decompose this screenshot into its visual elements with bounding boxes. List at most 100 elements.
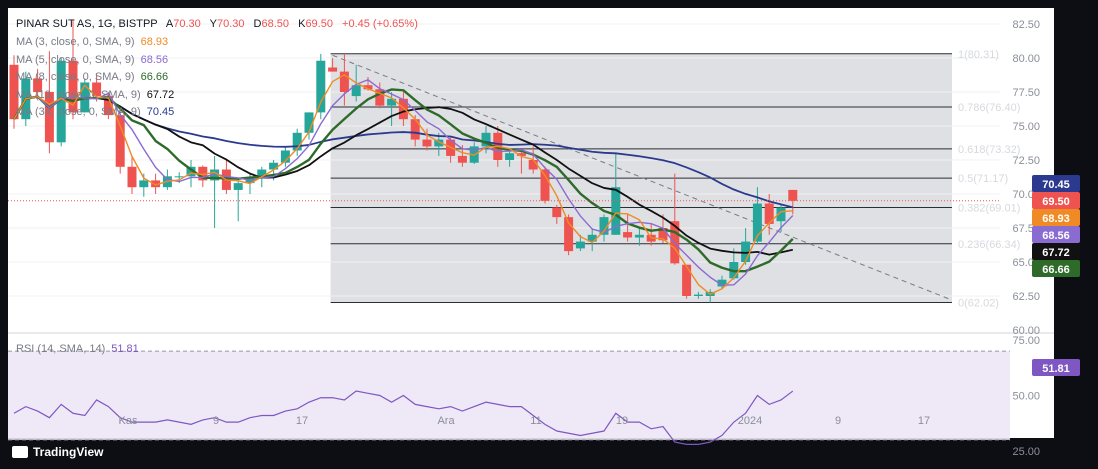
candle-body[interactable] (410, 119, 420, 140)
candle-body[interactable] (457, 155, 467, 163)
time-axis[interactable]: Kas 9 17 Ara 11 19 2024 9 17 (119, 415, 931, 427)
candle-body[interactable] (257, 169, 267, 178)
candle-body[interactable] (115, 115, 125, 167)
candle-body[interactable] (693, 294, 703, 296)
price-tag-label: 69.50 (1042, 196, 1070, 208)
candle-body[interactable] (127, 166, 137, 188)
candle-body[interactable] (328, 67, 338, 72)
candle-body[interactable] (481, 132, 491, 147)
candle-body[interactable] (92, 82, 102, 97)
candle-body[interactable] (316, 60, 326, 113)
candle-body[interactable] (776, 207, 786, 222)
price-tick-label: 80.00 (1012, 53, 1040, 65)
candle-body[interactable] (540, 169, 550, 201)
candle-body[interactable] (422, 139, 432, 147)
candle-body[interactable] (670, 221, 680, 264)
candle-body[interactable] (363, 85, 373, 90)
candle-body[interactable] (788, 189, 798, 201)
candle-body[interactable] (174, 176, 184, 178)
rsi-band (8, 351, 1010, 440)
candle-body[interactable] (599, 217, 609, 235)
candle-body[interactable] (564, 217, 574, 252)
price-tag (1032, 243, 1080, 260)
descending-trendline[interactable] (332, 54, 953, 301)
time-tick-label: 9 (835, 415, 841, 427)
price-tag (1032, 209, 1080, 226)
candle-body[interactable] (44, 92, 54, 143)
svg-text:MA (8, close, 0, SMA, 9)66.66: MA (8, close, 0, SMA, 9) 66.66 (16, 71, 168, 83)
candle-body[interactable] (198, 166, 208, 181)
price-tick-label: 82.50 (1012, 19, 1040, 31)
ma-legend-value: 66.66 (141, 71, 169, 83)
legend-close-key: K (298, 18, 306, 30)
price-tick-label: 72.50 (1012, 155, 1040, 167)
candle-body[interactable] (682, 264, 692, 296)
candle-body[interactable] (387, 98, 397, 106)
candle-body[interactable] (575, 241, 585, 249)
tradingview-logo[interactable]: TradingView (12, 445, 104, 459)
price-tag-label: 70.45 (1042, 179, 1070, 191)
time-tick-label: 9 (213, 415, 219, 427)
candle-body[interactable] (623, 232, 633, 238)
fib-level-label: 0(62.02) (958, 298, 999, 310)
fib-level-label: 1(80.31) (958, 49, 999, 61)
candle-body[interactable] (139, 180, 149, 188)
brand-text: TradingView (33, 445, 104, 459)
candle-body[interactable] (764, 203, 774, 224)
time-tick-label: 11 (530, 415, 541, 427)
candle-body[interactable] (9, 64, 19, 120)
fibonacci-labels: 1(80.31) 0.786(76.40) 0.618(73.32) 0.5(71.1… (958, 49, 1020, 310)
chart-grid (8, 23, 1000, 297)
candle-body[interactable] (528, 160, 538, 170)
ma-line (13, 79, 794, 286)
candle-body[interactable] (752, 203, 762, 242)
candle-body[interactable] (233, 183, 243, 190)
candle-body[interactable] (398, 98, 408, 120)
candle-body[interactable] (103, 96, 113, 116)
price-tag (1032, 226, 1080, 243)
candle-body[interactable] (717, 279, 727, 287)
candle-body[interactable] (151, 180, 161, 188)
candle-body[interactable] (634, 234, 644, 238)
candle-body[interactable] (658, 228, 668, 241)
ma-line (13, 74, 793, 295)
price-tag (1032, 175, 1080, 192)
rsi-legend-label: RSI (14, SMA, 14) (16, 343, 105, 355)
candle-body[interactable] (375, 89, 385, 106)
candle-body[interactable] (68, 60, 78, 113)
legend-change: +0.45 (+0.65%) (342, 18, 418, 30)
candle-body[interactable] (434, 139, 444, 147)
candle-body[interactable] (741, 241, 751, 262)
legend-open-key: A (166, 18, 174, 30)
price-tick-label: 75.00 (1012, 121, 1040, 133)
candle-body[interactable] (351, 85, 361, 97)
candle-body[interactable] (516, 153, 526, 156)
legend-high: 70.30 (217, 18, 245, 30)
candle-body[interactable] (304, 112, 314, 133)
candle-body[interactable] (611, 187, 621, 235)
candle-body[interactable] (280, 150, 290, 163)
time-tick-label: 19 (616, 415, 628, 427)
candle-body[interactable] (587, 234, 597, 242)
price-tag-label: 67.72 (1042, 247, 1070, 259)
rsi-line (13, 390, 794, 445)
rsi-pane[interactable] (8, 332, 1054, 445)
fib-level-label: 0.5(71.17) (958, 173, 1008, 185)
fibonacci-retracement-area[interactable] (330, 53, 953, 304)
legend-close: 69.50 (305, 18, 333, 30)
ma-legend-label: MA (3, close, 0, SMA, 9) (16, 36, 135, 48)
ma-line (13, 95, 793, 256)
candle-body[interactable] (186, 166, 196, 177)
candle-body[interactable] (210, 169, 220, 181)
legend-low: 68.50 (262, 18, 290, 30)
candle-body[interactable] (269, 162, 279, 170)
candle-body[interactable] (33, 78, 43, 92)
candle-body[interactable] (339, 71, 349, 92)
candle-body[interactable] (552, 207, 562, 218)
ma-legend-label: MA (8, close, 0, SMA, 9) (16, 71, 135, 83)
svg-text:MA (5, close, 0, SMA, 9)68.56: MA (5, close, 0, SMA, 9) 68.56 (16, 54, 168, 66)
candle-body[interactable] (56, 60, 66, 143)
candle-body[interactable] (505, 153, 515, 160)
candle-body[interactable] (292, 132, 302, 151)
